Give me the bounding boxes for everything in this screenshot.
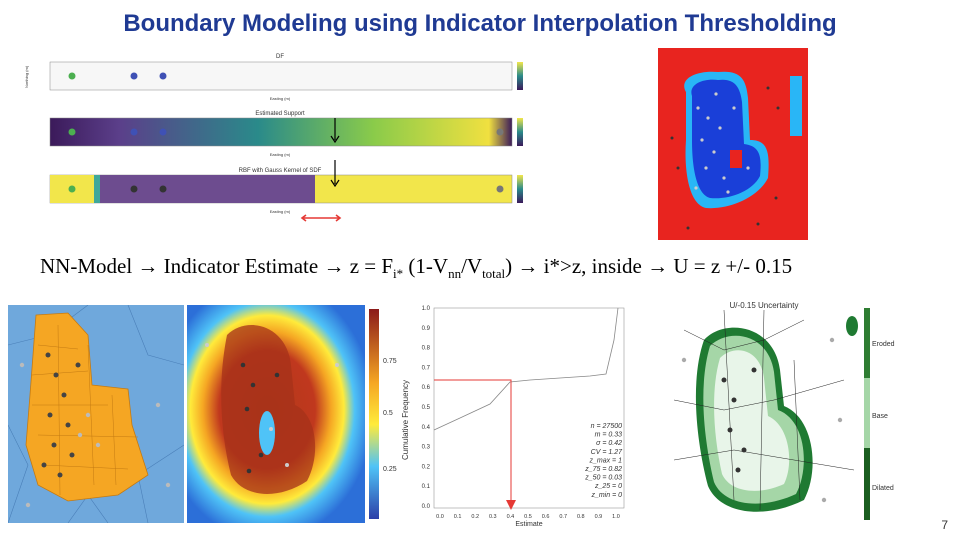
sdf-map xyxy=(658,48,808,240)
strip-top-xlabel: Easting (m) xyxy=(270,96,291,101)
cdf-x-tick: 0.2 xyxy=(471,514,479,520)
cdf-x-tick: 0.5 xyxy=(524,514,532,520)
cdf-curve xyxy=(433,307,619,431)
heat-cbar-tick: 0.75 xyxy=(383,358,397,365)
cdf-y-tick: 0.5 xyxy=(422,405,431,411)
arrow-icon: → xyxy=(647,254,669,278)
cdf-ylabel: Cumulative Frequency xyxy=(401,380,410,460)
cdf-y-tick: 0.3 xyxy=(422,445,431,451)
well-marker xyxy=(68,128,76,136)
cdf-x-tick: 0.3 xyxy=(489,514,497,520)
cdf-stat: z_min = 0 xyxy=(590,492,622,499)
workflow-formula: NN-Model → Indicator Estimate → z = Fi* … xyxy=(40,254,793,282)
strip-bot-xlabel: Easting (m) xyxy=(270,209,291,214)
cdf-y-tick: 1.0 xyxy=(422,306,431,312)
cdf-y-tick: 0.1 xyxy=(422,484,431,490)
uncertainty-map: U/-0.15 Uncertainty Eroded Base Dilated xyxy=(664,300,904,524)
cdf-x-tick: 0.4 xyxy=(507,514,515,520)
well-marker xyxy=(130,128,138,136)
down-arrow xyxy=(330,118,340,144)
cdf-y-tick: 0.4 xyxy=(422,425,431,431)
cdf-y-tick: 0.9 xyxy=(422,326,431,332)
cdf-y-tick: 0.7 xyxy=(422,365,431,371)
legend-base: Base xyxy=(872,413,888,420)
cdf-y-tick: 0.0 xyxy=(422,504,431,510)
cdf-y-tick: 0.8 xyxy=(422,346,431,352)
slide-title: Boundary Modeling using Indicator Interp… xyxy=(123,10,837,37)
cdf-x-tick: 0.0 xyxy=(436,514,444,520)
cdf-y-tick: 0.2 xyxy=(422,464,431,470)
threshold-line xyxy=(434,379,512,504)
strip-mid-xlabel: Easting (m) xyxy=(270,152,291,157)
cdf-stat: CV = 1.27 xyxy=(591,449,623,456)
cdf-x-tick: 1.0 xyxy=(612,514,620,520)
well-marker xyxy=(130,72,138,80)
cdf-stat: n = 27500 xyxy=(591,423,622,430)
cdf-stat: σ = 0.42 xyxy=(596,440,622,447)
strip-mid-title: Estimated Support xyxy=(255,111,305,117)
cdf-y-tick: 0.6 xyxy=(422,385,431,391)
cdf-stat: m = 0.33 xyxy=(595,432,623,439)
cdf-x-tick: 0.7 xyxy=(559,514,567,520)
well-marker xyxy=(496,128,504,136)
well-marker xyxy=(159,128,167,136)
well-marker xyxy=(68,72,76,80)
strip-panel: DF Northing (m) Easting (m) Estimated Su… xyxy=(24,54,523,222)
arrow-icon: → xyxy=(323,254,345,278)
cdf-x-tick: 0.1 xyxy=(454,514,462,520)
legend-dilated: Dilated xyxy=(872,485,894,492)
well-marker xyxy=(130,185,138,193)
page-number: 7 xyxy=(941,518,948,532)
red-double-arrow xyxy=(300,214,342,222)
well-marker xyxy=(68,185,76,193)
cdf-stat: z_25 = 0 xyxy=(594,483,622,490)
cdf-stat: z_50 = 0.03 xyxy=(584,475,622,482)
uncertainty-title: U/-0.15 Uncertainty xyxy=(730,301,799,310)
legend-eroded: Eroded xyxy=(872,341,895,348)
threshold-arrowhead xyxy=(506,500,516,510)
strip-top-title: DF xyxy=(276,54,284,60)
well-marker xyxy=(159,185,167,193)
heat-cbar-tick: 0.25 xyxy=(383,466,397,473)
down-arrow xyxy=(330,160,340,188)
probability-heat-map: 0.75 0.5 0.25 xyxy=(187,305,397,523)
cdf-chart: Cumulative Frequency 1.0 0.9 0.8 0.7 0.6 0.5 0… xyxy=(401,306,625,528)
voronoi-indicator-map xyxy=(8,305,184,523)
cdf-xlabel: Estimate xyxy=(515,521,542,528)
arrow-icon: → xyxy=(137,254,159,278)
strip-bot-title: RBF with Gauss Kernel of SDF xyxy=(239,168,322,174)
strip-ylabel: Northing (m) xyxy=(24,65,29,88)
cdf-x-tick: 0.9 xyxy=(595,514,603,520)
cdf-stat: z_75 = 0.82 xyxy=(584,466,622,473)
heat-cbar-tick: 0.5 xyxy=(383,410,393,417)
cdf-x-tick: 0.6 xyxy=(542,514,550,520)
cdf-stat: z_max = 1 xyxy=(589,457,623,464)
arrow-icon: → xyxy=(517,254,539,278)
cdf-x-tick: 0.8 xyxy=(577,514,585,520)
well-marker xyxy=(159,72,167,80)
well-marker xyxy=(496,185,504,193)
